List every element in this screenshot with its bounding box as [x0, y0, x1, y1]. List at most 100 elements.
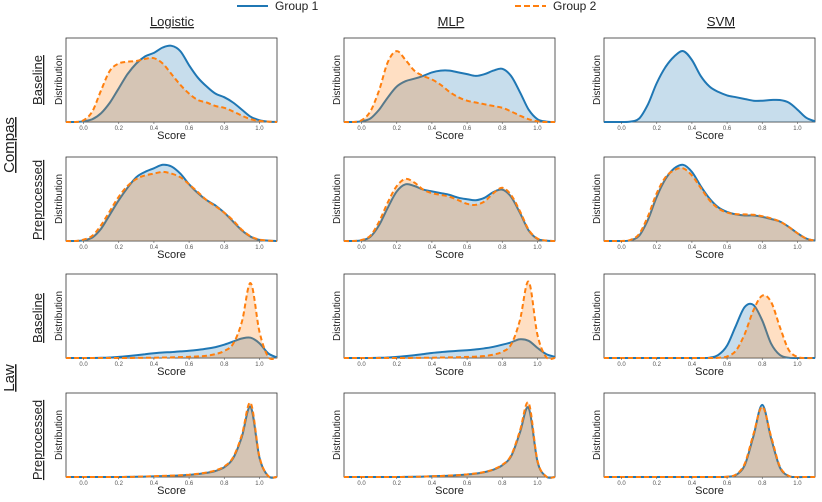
x-tick-label: 0.4 — [150, 245, 159, 251]
group1-density-area — [604, 303, 815, 359]
x-tick-label: 0.0 — [357, 126, 366, 132]
group1-density-area — [344, 68, 555, 123]
x-tick-label: 0.6 — [463, 481, 472, 487]
group1-density-line — [604, 163, 816, 243]
group2-density-line — [344, 401, 556, 479]
x-tick-label: 0.8 — [758, 481, 767, 487]
row-label-compas-preprocessed: Preprocessed — [30, 160, 45, 240]
panel-law-baseline-mlp: 0.0 0.2 0.4 0.6 0.8 1.0 Score Distribution — [332, 273, 556, 378]
group2-density-area — [604, 295, 815, 359]
group2-density-area — [66, 171, 277, 242]
group2-density-area — [604, 167, 815, 242]
x-tick-label: 0.2 — [393, 126, 402, 132]
group2-density-line — [344, 280, 556, 361]
x-tick-label: 0.0 — [617, 245, 626, 251]
group1-density-area — [604, 164, 815, 242]
group2-density-line — [65, 170, 278, 243]
plot-frame — [343, 273, 556, 359]
y-axis-label: Distribution — [332, 174, 343, 224]
group2-density-line — [343, 177, 556, 243]
group2-density-line — [343, 50, 556, 124]
x-tick-label: 1.0 — [533, 481, 542, 487]
panel-compas-preprocessed-svm: 0.0 0.2 0.4 0.6 0.8 1.0 Score Distribution — [592, 156, 816, 261]
x-tick-label: 1.0 — [533, 245, 542, 251]
y-axis-label: Distribution — [592, 291, 603, 341]
x-tick-label: 0.4 — [428, 362, 437, 368]
x-tick-label: 0.0 — [617, 126, 626, 132]
x-tick-label: 0.2 — [393, 481, 402, 487]
x-axis-label: Score — [157, 366, 186, 378]
x-tick-label: 0.6 — [463, 126, 472, 132]
x-tick-label: 0.0 — [357, 362, 366, 368]
x-tick-label: 0.2 — [653, 245, 662, 251]
group1-density-area — [344, 339, 555, 358]
y-axis-label: Distribution — [332, 291, 343, 341]
panel-law-preprocessed-mlp: 0.0 0.2 0.4 0.6 0.8 1.0 Score Distribution — [332, 392, 556, 497]
x-axis-label: Score — [157, 485, 186, 497]
x-tick-label: 1.0 — [255, 126, 264, 132]
y-axis-label: Distribution — [54, 174, 65, 224]
group2-density-area — [66, 57, 277, 123]
x-tick-label: 0.4 — [428, 126, 437, 132]
x-axis-label: Score — [157, 249, 186, 261]
x-tick-label: 0.8 — [758, 126, 767, 132]
x-tick-label: 0.8 — [498, 481, 507, 487]
x-tick-label: 0.0 — [357, 481, 366, 487]
x-axis-label: Score — [435, 130, 464, 142]
group1-density-area — [66, 337, 277, 358]
x-tick-label: 1.0 — [255, 481, 264, 487]
x-tick-label: 0.2 — [115, 126, 124, 132]
x-tick-label: 0.6 — [463, 362, 472, 368]
x-tick-label: 1.0 — [533, 126, 542, 132]
row-label-law-preprocessed: Preprocessed — [30, 400, 45, 480]
plot-frame — [603, 37, 816, 123]
group1-density-area — [66, 45, 277, 123]
x-tick-label: 0.4 — [428, 245, 437, 251]
group2-density-area — [344, 51, 555, 123]
x-tick-label: 0.6 — [185, 481, 194, 487]
x-tick-label: 0.2 — [653, 481, 662, 487]
plot-frame — [603, 273, 816, 359]
x-tick-label: 0.0 — [79, 362, 88, 368]
x-axis-label: Score — [435, 249, 464, 261]
x-tick-label: 0.6 — [185, 362, 194, 368]
x-axis-label: Score — [695, 130, 724, 142]
x-tick-label: 0.8 — [220, 245, 229, 251]
x-tick-label: 0.4 — [150, 126, 159, 132]
x-tick-label: 0.8 — [758, 362, 767, 368]
x-tick-label: 1.0 — [533, 362, 542, 368]
panel-compas-preprocessed-logistic: 0.0 0.2 0.4 0.6 0.8 1.0 Score Distribution — [54, 156, 278, 261]
panels: 0.0 0.2 0.4 0.6 0.8 1.0 Score Distribution 0.0 0.… — [54, 37, 816, 497]
row-label-law-baseline: Baseline — [30, 293, 45, 343]
x-tick-label: 0.6 — [185, 245, 194, 251]
group1-density-area — [66, 164, 277, 242]
x-tick-label: 0.2 — [115, 362, 124, 368]
legend-group1-label: Group 1 — [275, 0, 319, 13]
plot-frame — [343, 156, 556, 242]
x-tick-label: 0.4 — [150, 481, 159, 487]
group2-density-line — [604, 166, 816, 243]
x-tick-label: 0.4 — [688, 126, 697, 132]
column-title-mlp: MLP — [438, 14, 465, 29]
y-axis-label: Distribution — [592, 410, 603, 460]
group2-density-line — [66, 282, 278, 361]
group2-density-line — [604, 405, 816, 479]
x-tick-label: 0.4 — [688, 481, 697, 487]
group1-density-area — [344, 407, 555, 478]
x-tick-label: 0.8 — [498, 245, 507, 251]
x-tick-label: 0.2 — [393, 362, 402, 368]
x-tick-label: 0.2 — [653, 126, 662, 132]
x-tick-label: 1.0 — [793, 362, 802, 368]
x-tick-label: 0.4 — [150, 362, 159, 368]
y-axis-label: Distribution — [54, 410, 65, 460]
y-axis-label: Distribution — [332, 55, 343, 105]
y-axis-label: Distribution — [592, 55, 603, 105]
column-title-svm: SVM — [707, 14, 735, 29]
x-tick-label: 0.2 — [115, 481, 124, 487]
x-axis-label: Score — [695, 366, 724, 378]
x-tick-label: 0.6 — [723, 481, 732, 487]
panel-compas-baseline-logistic: 0.0 0.2 0.4 0.6 0.8 1.0 Score Distribution — [54, 37, 278, 142]
x-tick-label: 0.2 — [653, 362, 662, 368]
x-tick-label: 0.8 — [498, 126, 507, 132]
x-tick-label: 0.8 — [220, 481, 229, 487]
